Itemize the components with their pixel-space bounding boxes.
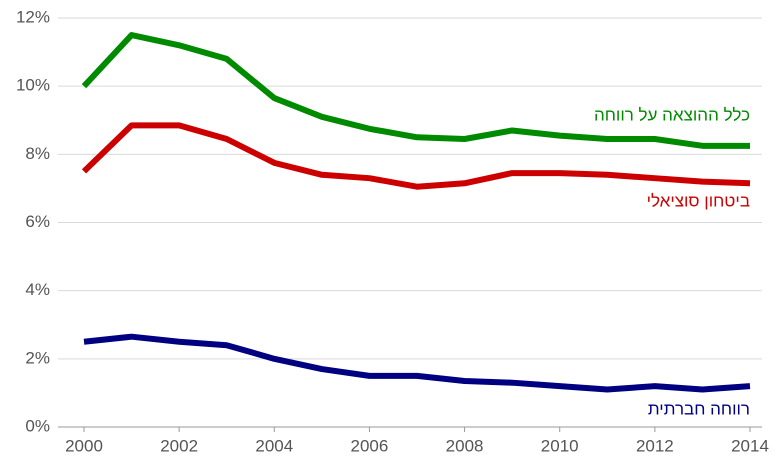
y-tick-label: 8% <box>25 144 50 163</box>
series-line <box>81 122 751 190</box>
series-line <box>83 333 751 393</box>
series-label: רווחה חברתית <box>648 399 750 418</box>
y-tick-label: 4% <box>25 280 50 299</box>
x-tick-label: 2006 <box>351 436 389 455</box>
y-tick-label: 6% <box>25 212 50 231</box>
x-tick-label: 2014 <box>731 436 769 455</box>
y-tick-label: 2% <box>25 348 50 367</box>
x-tick-label: 2010 <box>541 436 579 455</box>
series-label: כלל ההוצאה על רווחה <box>594 105 750 124</box>
x-tick-label: 2002 <box>160 436 198 455</box>
series-label: ביטחון סוציאלי <box>647 191 750 210</box>
y-tick-label: 10% <box>16 76 50 95</box>
x-tick-label: 2004 <box>255 436 293 455</box>
series-line <box>81 32 750 149</box>
x-tick-label: 2008 <box>446 436 484 455</box>
x-tick-label: 2012 <box>636 436 674 455</box>
y-tick-label: 0% <box>25 416 50 435</box>
y-tick-label: 12% <box>16 7 50 26</box>
x-tick-label: 2000 <box>65 436 103 455</box>
